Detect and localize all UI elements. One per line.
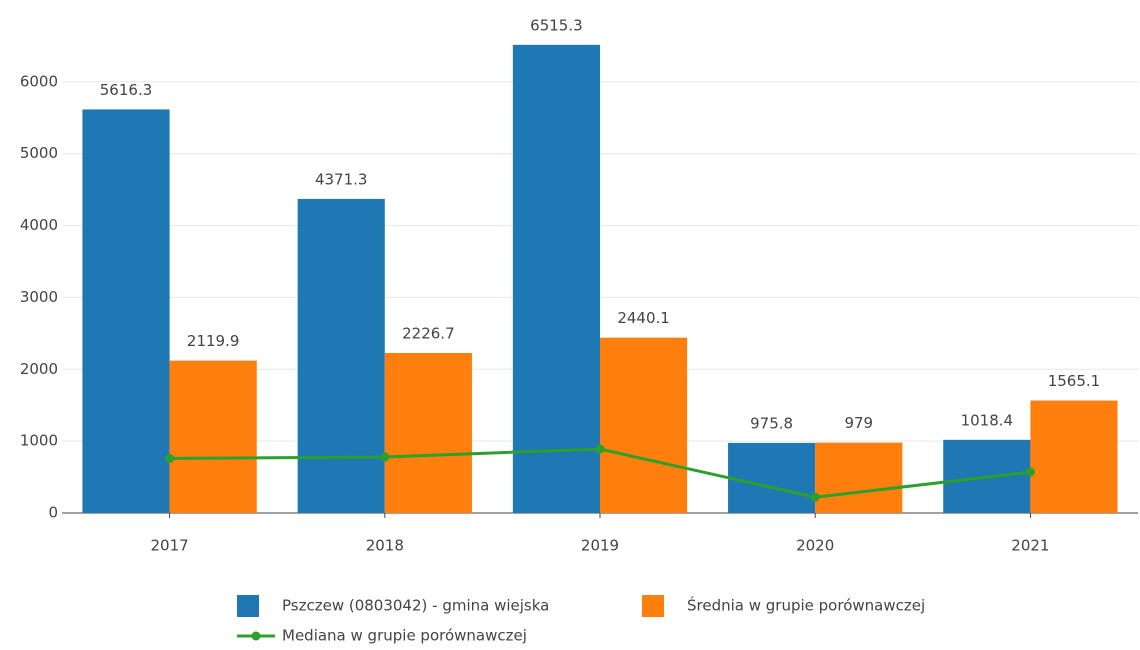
line-marker xyxy=(165,453,175,463)
legend-label: Średnia w grupie porównawczej xyxy=(687,596,925,615)
bar xyxy=(1030,400,1118,513)
x-tick-label: 2020 xyxy=(796,537,834,555)
line-marker xyxy=(595,444,605,454)
line-marker xyxy=(1025,467,1035,477)
value-label: 4371.3 xyxy=(315,170,368,188)
bar xyxy=(384,352,472,513)
legend-label: Pszczew (0803042) - gmina wiejska xyxy=(282,597,549,615)
value-label: 975.8 xyxy=(750,414,793,432)
value-label: 6515.3 xyxy=(530,16,583,34)
line-marker xyxy=(380,452,390,462)
legend-label: Mediana w grupie porównawczej xyxy=(282,627,527,645)
x-tick-label: 2017 xyxy=(151,537,189,555)
x-tick-label: 2021 xyxy=(1011,537,1049,555)
legend-marker xyxy=(251,631,261,641)
value-label: 979 xyxy=(844,414,873,432)
x-tick-label: 2018 xyxy=(366,537,404,555)
y-tick-label: 6000 xyxy=(20,72,58,90)
y-tick-label: 4000 xyxy=(20,216,58,234)
x-tick-label: 2019 xyxy=(581,537,619,555)
value-label: 1018.4 xyxy=(961,411,1014,429)
value-label: 2119.9 xyxy=(187,332,240,350)
legend-swatch xyxy=(642,595,664,617)
bar xyxy=(169,360,257,513)
legend-swatch xyxy=(237,595,259,617)
y-tick-label: 3000 xyxy=(20,288,58,306)
value-label: 1565.1 xyxy=(1048,372,1101,390)
bar xyxy=(728,442,816,513)
value-label: 2226.7 xyxy=(402,324,455,342)
bar xyxy=(82,109,170,514)
bar xyxy=(815,442,903,513)
y-tick-label: 2000 xyxy=(20,360,58,378)
value-label: 2440.1 xyxy=(617,309,670,327)
y-tick-label: 0 xyxy=(48,504,58,522)
y-tick-label: 1000 xyxy=(20,432,58,450)
line-marker xyxy=(810,492,820,502)
bar xyxy=(512,44,600,513)
value-label: 5616.3 xyxy=(100,81,153,99)
bar xyxy=(600,337,688,513)
y-tick-label: 5000 xyxy=(20,144,58,162)
bar xyxy=(297,198,385,513)
